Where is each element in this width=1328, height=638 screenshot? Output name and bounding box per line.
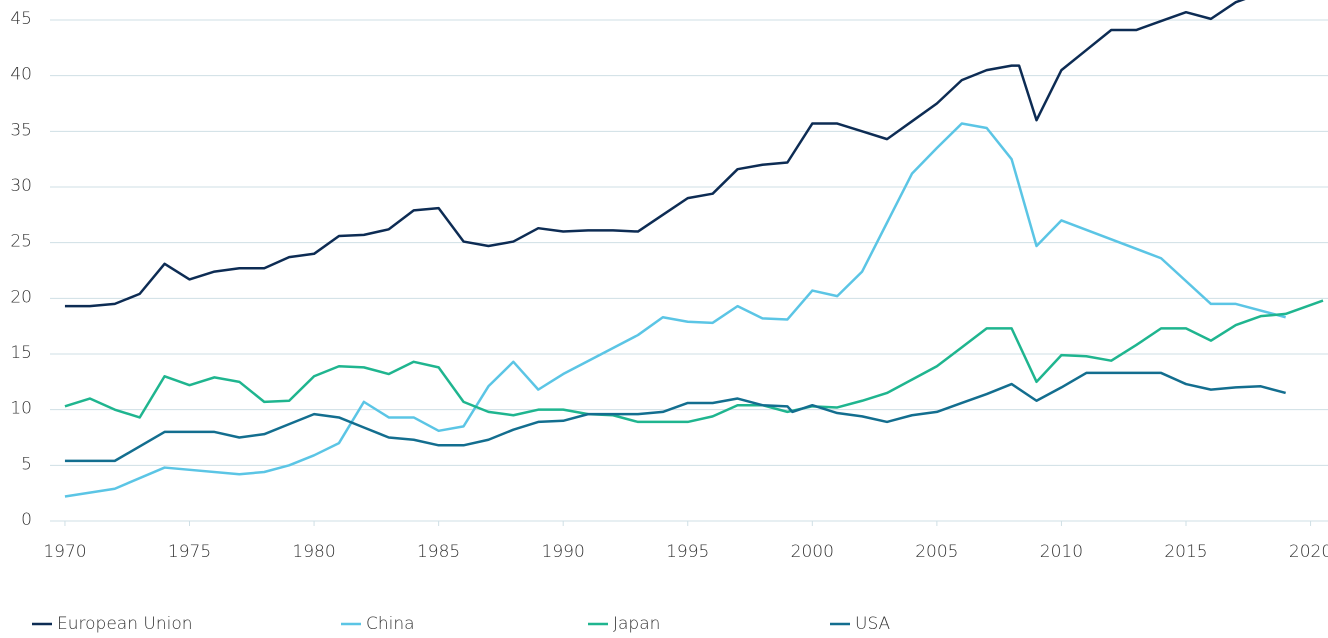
series-line [64, 0, 1246, 308]
x-tick-label: 2010 [1040, 542, 1083, 562]
legend-label: China [366, 614, 415, 634]
y-tick-label: 10 [10, 399, 32, 419]
series-line [64, 371, 1286, 463]
x-tick-label: 1970 [43, 542, 86, 562]
x-tick-label: 1975 [168, 542, 211, 562]
legend-label: Japan [613, 614, 660, 634]
y-tick-label: 20 [10, 287, 32, 307]
legend-label: USA [855, 614, 891, 634]
x-tick-label: 1995 [666, 542, 709, 562]
x-tick-label: 1990 [542, 542, 585, 562]
x-tick-label: 1985 [417, 542, 460, 562]
y-tick-label: 40 [10, 65, 32, 85]
x-tick-label: 1980 [292, 542, 335, 562]
x-tick-label: 2020 [1289, 542, 1328, 562]
y-tick-label: 15 [10, 343, 32, 363]
series-line [64, 299, 1324, 424]
y-tick-label: 35 [10, 120, 32, 140]
x-tick-label: 2005 [915, 542, 958, 562]
y-tick-label: 5 [21, 454, 32, 474]
legend-label: European Union [57, 614, 193, 634]
y-tick-label: 30 [10, 176, 32, 196]
x-tick-label: 2000 [791, 542, 834, 562]
y-tick-label: 45 [10, 9, 32, 29]
y-tick-label: 0 [21, 510, 32, 530]
x-tick-label: 2015 [1164, 542, 1207, 562]
y-tick-label: 25 [10, 232, 32, 252]
series-line [64, 122, 1286, 498]
